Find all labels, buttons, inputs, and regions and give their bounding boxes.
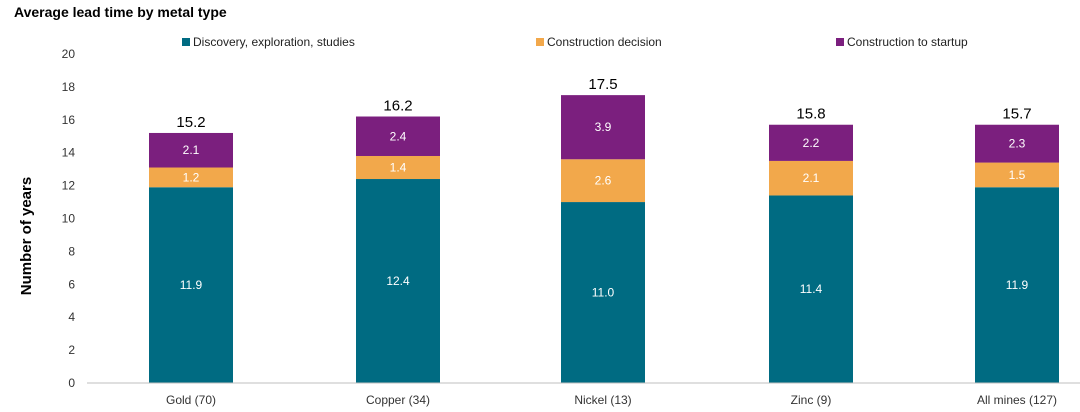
bar-segment-construction-startup (769, 124, 853, 161)
total-label: 15.7 (1002, 106, 1031, 123)
y-tick-label: 14 (62, 146, 76, 160)
bar-groups: 11.9 1.2 2.1 15.2 12.4 1.4 2.4 16.2 11.0 2.6 3.9 17… (149, 76, 1059, 383)
legend-swatch-construction-decision (536, 38, 544, 46)
bar-group: 12.4 1.4 2.4 16.2 (356, 98, 440, 383)
bar-group: 11.4 2.1 2.2 15.8 (769, 106, 853, 383)
bar-group: 11.9 1.2 2.1 15.2 (149, 114, 233, 383)
data-label-construction-startup: 2.3 (1009, 137, 1026, 151)
chart-title: Average lead time by metal type (14, 4, 227, 20)
legend-label-construction-startup: Construction to startup (847, 35, 968, 49)
y-tick-label: 4 (68, 310, 75, 324)
bar-segment-construction-decision (149, 167, 233, 188)
x-tick-label: Copper (34) (366, 393, 430, 407)
legend: Discovery, exploration, studies Construc… (0, 35, 1080, 53)
legend-item-construction-startup: Construction to startup (836, 35, 968, 49)
y-tick-label: 6 (68, 277, 75, 291)
data-label-construction-decision: 1.5 (1009, 168, 1026, 182)
legend-item-construction-decision: Construction decision (536, 35, 662, 49)
y-tick-label: 0 (68, 376, 75, 390)
data-label-construction-startup: 2.2 (803, 136, 820, 150)
x-axis: Gold (70) Copper (34) Nickel (13) Zinc (9) A… (166, 393, 1057, 407)
bar-segment-construction-startup (356, 116, 440, 156)
data-label-construction-startup: 3.9 (595, 120, 612, 134)
bar-segment-discovery (769, 195, 853, 383)
y-tick-label: 20 (62, 47, 76, 61)
data-label-construction-decision: 2.1 (803, 171, 820, 185)
bar-group: 11.0 2.6 3.9 17.5 (561, 76, 645, 383)
data-label-discovery: 11.9 (1006, 278, 1029, 292)
x-tick-label: Gold (70) (166, 393, 216, 407)
x-tick-label: Nickel (13) (574, 393, 631, 407)
total-label: 15.8 (796, 106, 825, 123)
y-tick-label: 12 (62, 179, 76, 193)
legend-label-discovery: Discovery, exploration, studies (193, 35, 355, 49)
data-label-construction-decision: 1.4 (390, 161, 407, 175)
y-tick-label: 10 (62, 212, 76, 226)
y-tick-label: 2 (68, 343, 75, 357)
x-tick-label: All mines (127) (977, 393, 1057, 407)
bar-segment-construction-decision (975, 162, 1059, 188)
bar-segment-construction-decision (561, 159, 645, 203)
data-label-construction-decision: 2.6 (595, 174, 612, 188)
bar-segment-construction-decision (356, 155, 440, 180)
data-label-construction-startup: 2.4 (390, 129, 407, 143)
bar-segment-discovery (561, 202, 645, 383)
y-axis-label: Number of years (18, 177, 35, 295)
legend-item-discovery: Discovery, exploration, studies (182, 35, 355, 49)
data-label-discovery: 11.0 (592, 286, 615, 300)
bar-segment-discovery (149, 187, 233, 383)
data-label-construction-decision: 1.2 (183, 170, 200, 184)
y-tick-label: 8 (68, 244, 75, 258)
y-axis: 0 2 4 6 8 10 12 14 16 18 20 (62, 47, 76, 390)
legend-swatch-discovery (182, 38, 190, 46)
total-label: 17.5 (588, 76, 617, 93)
bar-segment-construction-startup (975, 124, 1059, 163)
y-tick-label: 16 (62, 113, 76, 127)
bar-group: 11.9 1.5 2.3 15.7 (975, 106, 1059, 383)
data-label-construction-startup: 2.1 (183, 143, 200, 157)
data-label-discovery: 12.4 (386, 274, 410, 288)
data-label-discovery: 11.9 (180, 278, 203, 292)
bar-segment-discovery (975, 187, 1059, 383)
bar-segment-construction-startup (149, 132, 233, 168)
bar-segment-construction-startup (561, 95, 645, 160)
total-label: 16.2 (383, 98, 412, 115)
total-label: 15.2 (176, 114, 205, 131)
bar-segment-construction-decision (769, 160, 853, 196)
y-tick-label: 18 (62, 80, 76, 94)
x-tick-label: Zinc (9) (791, 393, 832, 407)
legend-swatch-construction-startup (836, 38, 844, 46)
bar-segment-discovery (356, 179, 440, 383)
legend-label-construction-decision: Construction decision (547, 35, 662, 49)
data-label-discovery: 11.4 (800, 282, 823, 296)
